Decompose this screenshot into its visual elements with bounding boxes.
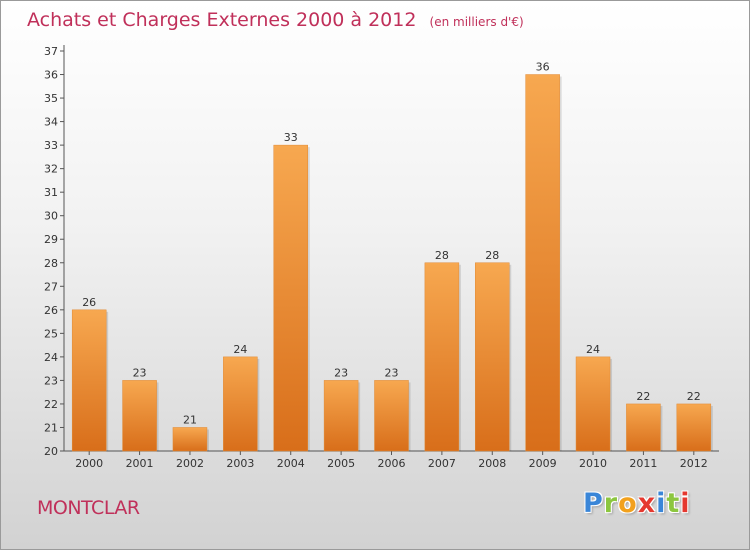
bar	[475, 262, 510, 452]
bar	[273, 144, 308, 452]
bar	[575, 356, 611, 452]
x-tick-label: 2008	[478, 457, 506, 470]
title-row: Achats et Charges Externes 2000 à 2012 (…	[27, 9, 524, 31]
x-tick-label: 2009	[529, 457, 557, 470]
bar	[424, 262, 460, 452]
y-tick-label: 35	[44, 92, 58, 105]
y-tick-label: 29	[44, 233, 58, 246]
logo-letter: x	[637, 488, 657, 519]
x-tick-label: 2000	[75, 457, 103, 470]
place-name: MONTCLAR	[37, 497, 140, 519]
logo-letter: o	[618, 488, 638, 519]
y-tick-label: 28	[44, 257, 58, 270]
x-tick-label: 2003	[226, 457, 254, 470]
y-tick-label: 22	[44, 398, 58, 411]
logo-letter: r	[603, 488, 619, 519]
y-tick-label: 24	[44, 351, 58, 364]
data-label: 23	[385, 366, 399, 379]
chart-title: Achats et Charges Externes 2000 à 2012	[27, 9, 417, 31]
y-tick-label: 23	[44, 374, 58, 387]
bar	[676, 403, 712, 452]
x-tick-label: 2004	[277, 457, 305, 470]
bar	[71, 309, 107, 452]
y-tick-label: 27	[44, 280, 58, 293]
data-label: 24	[233, 343, 247, 356]
data-label: 23	[334, 366, 348, 379]
bar	[626, 403, 661, 452]
data-label: 24	[586, 343, 600, 356]
y-tick-label: 30	[44, 210, 58, 223]
x-tick-label: 2012	[680, 457, 708, 470]
y-tick-label: 25	[44, 327, 58, 340]
logo-letter: i	[680, 488, 691, 519]
data-label: 23	[133, 366, 147, 379]
x-tick-label: 2011	[629, 457, 657, 470]
x-tick-label: 2006	[378, 457, 406, 470]
data-label: 28	[485, 249, 499, 262]
y-tick-label: 34	[44, 116, 58, 129]
data-label: 22	[636, 390, 650, 403]
bar	[122, 380, 157, 452]
data-label: 22	[687, 390, 701, 403]
chart-subtitle: (en milliers d'€)	[429, 15, 524, 29]
y-tick-label: 33	[44, 139, 58, 152]
data-label: 21	[183, 413, 197, 426]
data-label: 36	[536, 61, 550, 74]
bars	[71, 74, 713, 452]
logo-letter: i	[656, 488, 667, 519]
data-label: 26	[82, 296, 96, 309]
y-tick-label: 21	[44, 421, 58, 434]
bar	[374, 380, 409, 452]
x-tick-label: 2010	[579, 457, 607, 470]
x-tick-label: 2005	[327, 457, 355, 470]
data-labels: 26 23 21 24 33 23 23 28 28 36 24 22 22	[82, 61, 701, 427]
bar	[323, 380, 359, 452]
y-tick-label: 36	[44, 69, 58, 82]
proxiti-logo: Proxiti	[583, 488, 691, 519]
y-tick-label: 31	[44, 186, 58, 199]
data-label: 28	[435, 249, 449, 262]
data-label: 33	[284, 131, 298, 144]
bar	[223, 356, 258, 452]
y-tick-label: 20	[44, 445, 58, 458]
x-tick-label: 2001	[126, 457, 154, 470]
y-tick-label: 37	[44, 45, 58, 58]
y-tick-label: 32	[44, 163, 58, 176]
x-tick-label: 2007	[428, 457, 456, 470]
logo-letter: P	[583, 488, 604, 519]
logo-letter: t	[666, 488, 681, 519]
bar	[525, 74, 560, 452]
bar	[172, 427, 208, 452]
y-tick-label: 26	[44, 304, 58, 317]
x-tick-label: 2002	[176, 457, 204, 470]
